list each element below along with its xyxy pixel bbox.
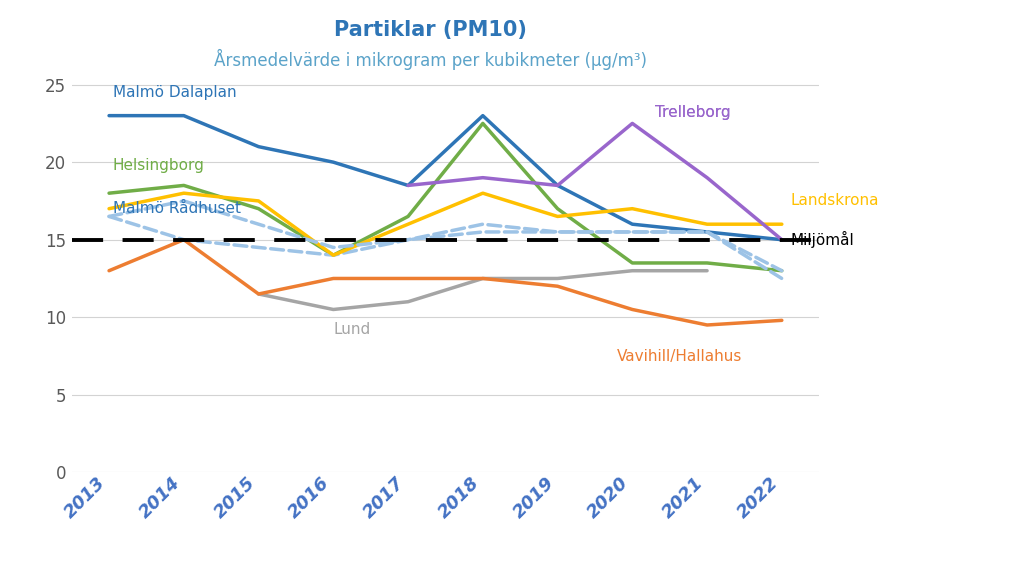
Text: Trelleborg: Trelleborg [654, 105, 730, 120]
Text: Trelleborg: Trelleborg [654, 105, 730, 120]
Text: Lund: Lund [333, 322, 371, 337]
Text: Helsingborg: Helsingborg [113, 158, 205, 173]
Text: Malmö Dalaplan: Malmö Dalaplan [113, 85, 237, 100]
Text: Partiklar (PM10): Partiklar (PM10) [334, 20, 526, 40]
Text: Årsmedelvärde i mikrogram per kubikmeter (μg/m³): Årsmedelvärde i mikrogram per kubikmeter… [214, 49, 646, 70]
Text: Miljömål: Miljömål [791, 231, 855, 248]
Text: Landskrona: Landskrona [791, 194, 880, 209]
Text: Vavihill/Hallahus: Vavihill/Hallahus [617, 348, 742, 363]
Text: Malmö Rådhuset: Malmö Rådhuset [113, 201, 241, 216]
